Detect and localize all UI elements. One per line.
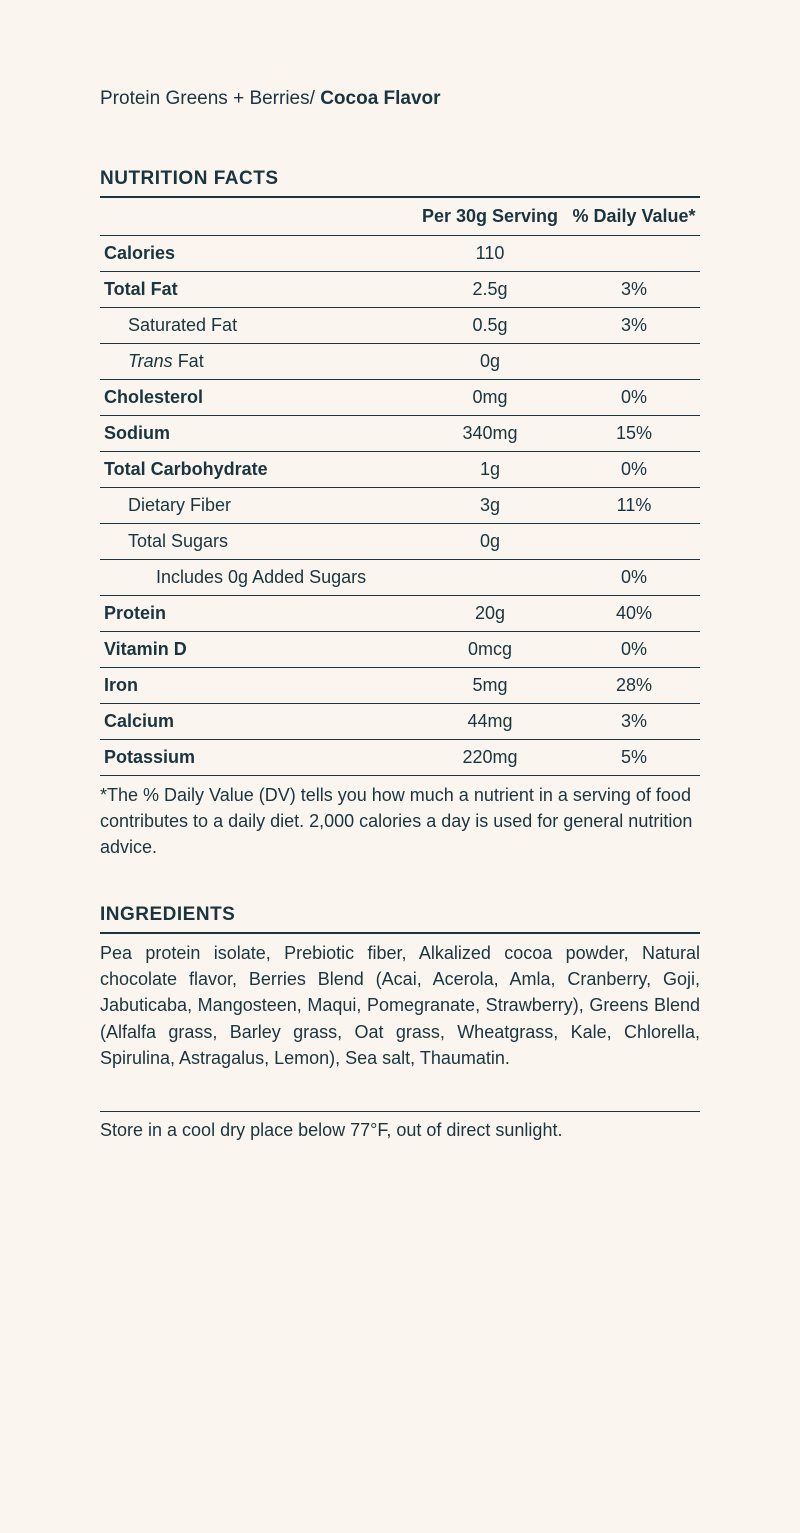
nutrient-dv (568, 236, 700, 272)
table-row: Iron5mg28% (100, 668, 700, 704)
nutrient-dv: 3% (568, 704, 700, 740)
nutrient-dv: 40% (568, 596, 700, 632)
table-row: Total Sugars0g (100, 524, 700, 560)
nutrient-label: Includes 0g Added Sugars (100, 560, 412, 596)
nutrient-serving: 0g (412, 344, 568, 380)
nutrient-serving: 340mg (412, 416, 568, 452)
table-row: Vitamin D0mcg0% (100, 632, 700, 668)
table-row: Dietary Fiber3g11% (100, 488, 700, 524)
ingredients-heading: INGREDIENTS (100, 904, 700, 934)
nutrient-label: Total Fat (100, 272, 412, 308)
product-name: Protein Greens + Berries/ (100, 88, 320, 109)
nutrient-serving: 0mcg (412, 632, 568, 668)
nutrient-dv: 3% (568, 272, 700, 308)
nutrient-serving: 44mg (412, 704, 568, 740)
nutrient-serving: 110 (412, 236, 568, 272)
nutrient-dv: 3% (568, 308, 700, 344)
nutrient-dv: 0% (568, 452, 700, 488)
nutrient-label: Total Sugars (100, 524, 412, 560)
nutrient-label: Calcium (100, 704, 412, 740)
nutrient-serving: 220mg (412, 740, 568, 776)
ingredients-text: Pea protein isolate, Prebiotic fiber, Al… (100, 940, 700, 1070)
nutrition-heading: NUTRITION FACTS (100, 168, 700, 198)
nutrient-serving: 3g (412, 488, 568, 524)
storage-instructions: Store in a cool dry place below 77°F, ou… (100, 1111, 700, 1141)
nutrient-label: Saturated Fat (100, 308, 412, 344)
col-header-dv: % Daily Value* (568, 198, 700, 236)
nutrient-dv: 11% (568, 488, 700, 524)
table-row: Sodium340mg15% (100, 416, 700, 452)
nutrient-serving: 0mg (412, 380, 568, 416)
nutrition-footnote: *The % Daily Value (DV) tells you how mu… (100, 782, 700, 860)
nutrient-label: Calories (100, 236, 412, 272)
table-row: Saturated Fat0.5g3% (100, 308, 700, 344)
nutrient-serving: 20g (412, 596, 568, 632)
table-row: Total Carbohydrate1g0% (100, 452, 700, 488)
nutrient-dv: 0% (568, 380, 700, 416)
table-row: Cholesterol0mg0% (100, 380, 700, 416)
nutrient-dv: 5% (568, 740, 700, 776)
product-title: Protein Greens + Berries/ Cocoa Flavor (100, 88, 700, 110)
nutrient-serving: 0g (412, 524, 568, 560)
nutrient-serving: 2.5g (412, 272, 568, 308)
nutrient-label: Iron (100, 668, 412, 704)
nutrient-serving: 1g (412, 452, 568, 488)
nutrient-label: Protein (100, 596, 412, 632)
nutrient-serving (412, 560, 568, 596)
nutrient-label: Trans Fat (100, 344, 412, 380)
table-row: Trans Fat0g (100, 344, 700, 380)
nutrient-label: Vitamin D (100, 632, 412, 668)
nutrient-dv (568, 524, 700, 560)
nutrient-label: Dietary Fiber (100, 488, 412, 524)
nutrient-dv: 0% (568, 560, 700, 596)
table-row: Protein20g40% (100, 596, 700, 632)
nutrient-serving: 0.5g (412, 308, 568, 344)
nutrient-dv: 0% (568, 632, 700, 668)
nutrient-dv: 15% (568, 416, 700, 452)
nutrient-dv (568, 344, 700, 380)
table-row: Total Fat2.5g3% (100, 272, 700, 308)
table-header-row: Per 30g Serving % Daily Value* (100, 198, 700, 236)
nutrient-label: Sodium (100, 416, 412, 452)
nutrient-serving: 5mg (412, 668, 568, 704)
nutrient-label: Potassium (100, 740, 412, 776)
col-header-name (100, 198, 412, 236)
nutrient-label: Cholesterol (100, 380, 412, 416)
product-flavor: Cocoa Flavor (320, 88, 440, 109)
col-header-serving: Per 30g Serving (412, 198, 568, 236)
nutrient-label: Total Carbohydrate (100, 452, 412, 488)
nutrition-table: Per 30g Serving % Daily Value* Calories1… (100, 198, 700, 776)
nutrient-dv: 28% (568, 668, 700, 704)
table-row: Calcium44mg3% (100, 704, 700, 740)
table-row: Potassium220mg5% (100, 740, 700, 776)
table-row: Calories110 (100, 236, 700, 272)
table-row: Includes 0g Added Sugars 0% (100, 560, 700, 596)
